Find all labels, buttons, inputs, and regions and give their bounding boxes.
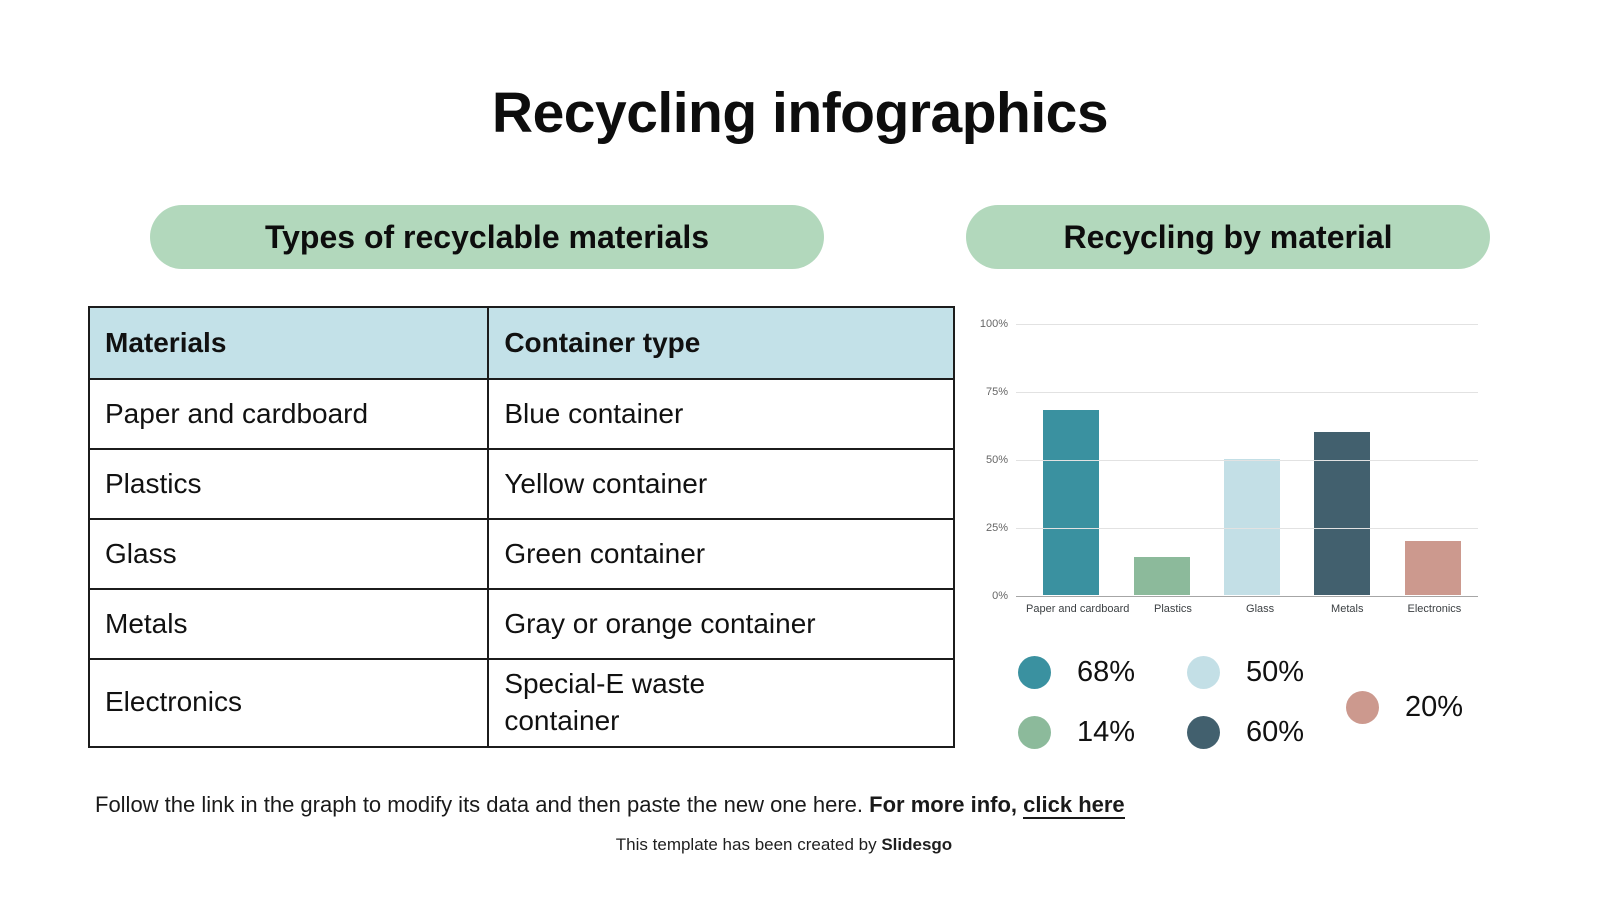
bar-slot — [1388, 324, 1478, 596]
chart-gridline — [1016, 596, 1478, 597]
table-row: Plastics Yellow container — [87, 448, 955, 520]
table-row: Electronics Special-E waste container — [87, 658, 955, 748]
y-axis-tick-label: 75% — [985, 386, 1008, 398]
chart-x-labels: Paper and cardboard Plastics Glass Metals El… — [1026, 603, 1478, 615]
table-row: Paper and cardboard Blue container — [87, 378, 955, 450]
legend-item: 50% — [1187, 656, 1304, 689]
legend-color-dot — [1018, 656, 1051, 689]
footer-credit-text: This template has been created by — [615, 835, 882, 854]
footer-credit: This template has been created by Slides… — [0, 834, 1568, 856]
chart-gridline — [1016, 460, 1478, 461]
y-axis-tick-label: 0% — [992, 590, 1008, 602]
chart-gridline — [1016, 392, 1478, 393]
table-cell: Gray or orange container — [487, 588, 955, 660]
section-header-chart: Recycling by material — [966, 205, 1490, 269]
table-cell: Green container — [487, 518, 955, 590]
bar — [1404, 540, 1461, 595]
materials-table: Materials Container type Paper and cardbo… — [87, 306, 955, 748]
x-axis-category-label: Metals — [1331, 603, 1364, 615]
legend-value-label: 60% — [1246, 716, 1305, 748]
footer-instructions: Follow the link in the graph to modify i… — [95, 791, 1125, 819]
page-title: Recycling infographics — [491, 81, 1109, 145]
legend-color-dot — [1346, 691, 1379, 724]
table-cell: Plastics — [87, 448, 490, 520]
chart-gridline — [1016, 528, 1478, 529]
bar-chart: Paper and cardboard Plastics Glass Metals El… — [980, 318, 1478, 615]
y-axis-tick-label: 50% — [985, 454, 1008, 466]
bar-slot — [1207, 324, 1297, 596]
bar-slot — [1116, 324, 1206, 596]
chart-gridline — [1016, 324, 1478, 325]
bar — [1314, 431, 1371, 595]
bar-slot — [1026, 324, 1116, 596]
bar — [1133, 556, 1190, 595]
y-axis-tick-label: 100% — [979, 318, 1008, 330]
bar — [1224, 459, 1281, 595]
table-cell: Metals — [87, 588, 490, 660]
legend-item: 60% — [1187, 716, 1304, 749]
column-header: Container type — [487, 306, 955, 380]
x-axis-category-label: Glass — [1246, 603, 1275, 615]
section-header-materials-label: Types of recyclable materials — [264, 218, 710, 255]
x-axis-category-label: Electronics — [1407, 603, 1462, 615]
bar-slot — [1297, 324, 1387, 596]
table-header-row: Materials Container type — [87, 306, 955, 380]
legend-value-label: 14% — [1077, 716, 1136, 748]
table-row: Glass Green container — [87, 518, 955, 590]
legend-item: 68% — [1018, 656, 1135, 689]
legend-item: 20% — [1346, 691, 1463, 724]
table-cell: Glass — [87, 518, 490, 590]
legend-value-label: 68% — [1077, 656, 1136, 688]
legend-color-dot — [1187, 716, 1220, 749]
table-cell: Electronics — [87, 658, 490, 748]
table-cell: Paper and cardboard — [87, 378, 490, 450]
legend-color-dot — [1187, 656, 1220, 689]
table-cell: Blue container — [487, 378, 955, 450]
section-header-materials: Types of recyclable materials — [150, 205, 824, 269]
bar — [1043, 410, 1100, 595]
x-axis-category-label: Plastics — [1153, 603, 1192, 615]
legend-item: 14% — [1018, 716, 1135, 749]
section-header-chart-label: Recycling by material — [1063, 218, 1393, 255]
table-cell: Yellow container — [487, 448, 955, 520]
footer-more-info-text: For more info, — [869, 792, 1024, 817]
footer-credit-brand: Slidesgo — [881, 835, 953, 854]
table-row: Metals Gray or orange container — [87, 588, 955, 660]
legend-value-label: 20% — [1405, 691, 1464, 723]
chart-bars — [1026, 324, 1478, 596]
y-axis-tick-label: 25% — [985, 522, 1008, 534]
footer-instructions-text: Follow the link in the graph to modify i… — [95, 792, 870, 817]
legend-color-dot — [1018, 716, 1051, 749]
table-cell: Special-E waste container — [487, 658, 955, 748]
click-here-link[interactable]: click here — [1023, 792, 1125, 819]
legend-value-label: 50% — [1246, 656, 1305, 688]
column-header: Materials — [87, 306, 490, 380]
x-axis-category-label: Paper and cardboard — [1026, 603, 1130, 615]
